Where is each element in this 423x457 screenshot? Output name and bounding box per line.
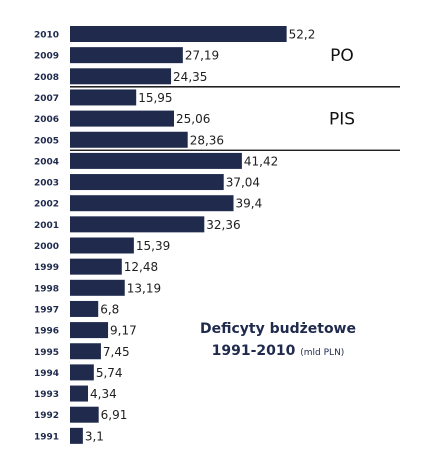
bar-2000	[70, 237, 134, 254]
year-tick-2006: 2006	[34, 115, 59, 125]
bar-2008	[70, 68, 172, 85]
bar-1998	[70, 279, 125, 296]
bar-2009	[70, 47, 183, 64]
value-label-1993: 4,34	[90, 387, 117, 401]
chart-unit: (mld PLN)	[300, 348, 345, 358]
bar-1996	[70, 322, 109, 339]
value-label-1995: 7,45	[103, 345, 130, 359]
bar-2007	[70, 89, 137, 106]
value-label-2007: 15,95	[138, 91, 172, 105]
year-tick-1991: 1991	[34, 432, 59, 442]
value-label-2004: 41,42	[244, 154, 278, 168]
year-tick-2007: 2007	[34, 94, 59, 104]
year-tick-1994: 1994	[34, 369, 59, 379]
value-label-2002: 39,4	[236, 197, 263, 211]
chart-title-line1: Deficyty budżetowe	[199, 321, 356, 337]
value-label-1994: 5,74	[96, 366, 123, 380]
year-tick-2010: 2010	[34, 31, 59, 41]
year-tick-2003: 2003	[34, 179, 59, 189]
year-tick-1996: 1996	[34, 327, 59, 337]
bar-2001	[70, 216, 205, 233]
year-tick-1993: 1993	[34, 390, 59, 400]
bar-2006	[70, 110, 174, 127]
bar-1993	[70, 385, 89, 402]
bar-1997	[70, 300, 99, 317]
year-tick-1992: 1992	[34, 411, 59, 421]
value-label-1999: 12,48	[124, 260, 158, 274]
chart-title-line2-wrap: 1991-2010 (mld PLN)	[183, 340, 373, 364]
value-label-1996: 9,17	[110, 324, 137, 338]
bar-1992	[70, 406, 99, 423]
year-tick-2002: 2002	[34, 200, 59, 210]
year-tick-2009: 2009	[34, 52, 59, 62]
value-label-1991: 3,1	[85, 429, 104, 443]
value-label-2006: 25,06	[176, 112, 210, 126]
value-label-1997: 6,8	[100, 302, 119, 316]
year-tick-2001: 2001	[34, 221, 59, 231]
bar-2010	[70, 26, 287, 42]
year-tick-2008: 2008	[34, 73, 59, 83]
bar-2004	[70, 152, 242, 169]
year-tick-1999: 1999	[34, 263, 59, 273]
year-tick-2000: 2000	[34, 242, 59, 252]
bar-1991	[70, 427, 83, 444]
year-tick-2004: 2004	[34, 157, 59, 167]
value-label-2005: 28,36	[190, 133, 224, 147]
year-tick-1998: 1998	[34, 284, 59, 294]
value-label-2000: 15,39	[136, 239, 170, 253]
value-label-1992: 6,91	[101, 408, 128, 422]
year-tick-1995: 1995	[34, 348, 59, 358]
value-label-2001: 32,36	[206, 218, 240, 232]
value-label-1998: 13,19	[127, 281, 161, 295]
bar-2005	[70, 131, 188, 148]
chart-title-line2: 1991-2010	[211, 343, 296, 359]
bar-1995	[70, 343, 101, 360]
value-label-2008: 24,35	[173, 70, 207, 84]
group-label-po: PO	[330, 46, 354, 66]
bar-1994	[70, 364, 94, 381]
year-tick-1997: 1997	[34, 305, 59, 315]
value-label-2010: 52,2	[289, 28, 316, 42]
bar-2002	[70, 195, 234, 212]
chart-caption: Deficyty budżetowe 1991-2010 (mld PLN)	[183, 318, 373, 364]
group-label-pis: PIS	[329, 110, 355, 130]
value-label-2003: 37,04	[226, 176, 260, 190]
bar-2003	[70, 174, 224, 191]
value-label-2009: 27,19	[185, 49, 219, 63]
year-tick-2005: 2005	[34, 136, 59, 146]
bar-1999	[70, 258, 122, 275]
